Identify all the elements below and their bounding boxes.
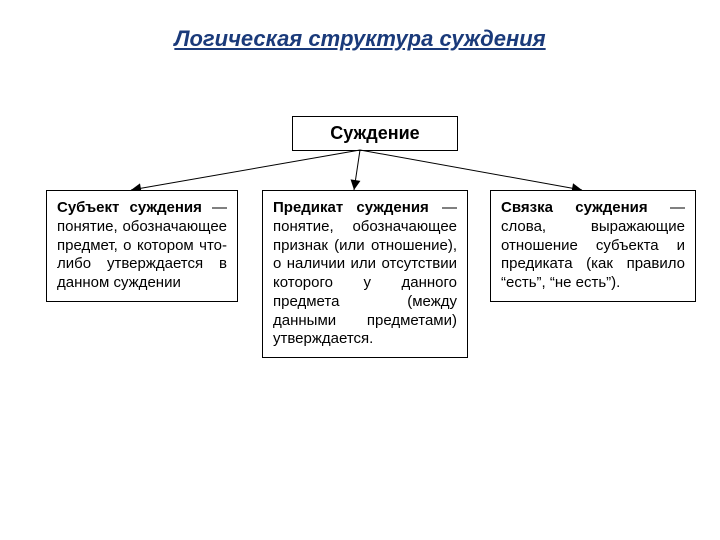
diagram-title: Логическая структура суждения <box>0 26 720 52</box>
leaf-heading-subject: Субъект суждения <box>57 199 202 216</box>
leaf-node-copula: Связка суждения — слова, выражающие отно… <box>490 190 696 302</box>
connector-line-1 <box>354 150 360 190</box>
leaf-heading-copula: Связка суждения <box>501 199 648 216</box>
connector-line-2 <box>360 150 582 190</box>
leaf-body-predicate: — понятие, обозначающее признак (или отн… <box>273 199 457 347</box>
connector-line-0 <box>131 150 360 190</box>
root-node-label: Суждение <box>330 123 419 143</box>
leaf-node-subject: Субъект суждения — понятие, обозначающее… <box>46 190 238 302</box>
connector-arrow-1 <box>351 179 361 190</box>
leaf-node-predicate: Предикат суждения — понятие, обозначающе… <box>262 190 468 358</box>
root-node: Суждение <box>292 116 458 151</box>
leaf-heading-predicate: Предикат суждения <box>273 199 429 216</box>
